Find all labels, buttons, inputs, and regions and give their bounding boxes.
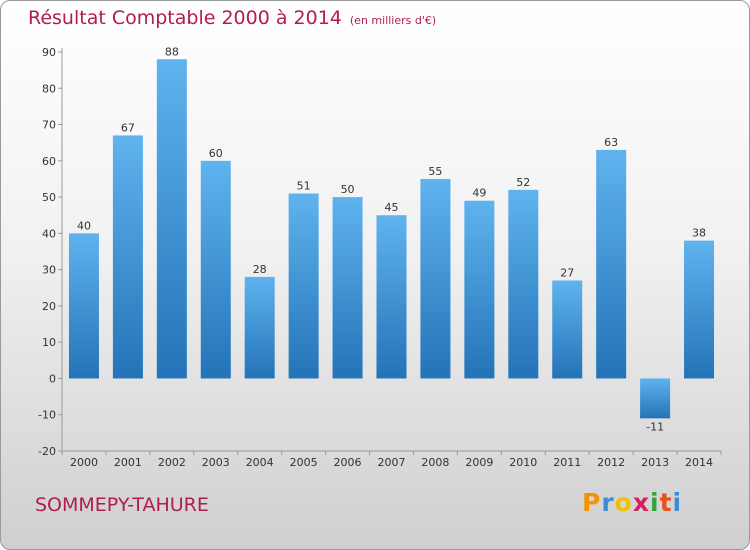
- chart-bars: [68, 59, 715, 419]
- y-tick-label: -10: [38, 409, 56, 422]
- data-label-2010: 52: [516, 176, 530, 189]
- chart-title-text: Résultat Comptable 2000 à 2014: [28, 7, 342, 29]
- bar-2005: [288, 193, 319, 379]
- bar-2008: [420, 178, 451, 379]
- bar-2003: [200, 160, 231, 379]
- data-label-2001: 67: [121, 121, 135, 134]
- x-tick-label-2005: 2005: [290, 456, 318, 469]
- logo-letter: r: [601, 488, 615, 517]
- x-tick-label-2014: 2014: [685, 456, 713, 469]
- chart-axes: -20 -10 0 10 20 30 40 50 60 70 80 90 2000 2001 2002 200…: [38, 46, 722, 469]
- bar-2009: [464, 200, 495, 379]
- data-label-2008: 55: [428, 165, 442, 178]
- x-tick-label-2001: 2001: [114, 456, 142, 469]
- bar-2014: [684, 240, 715, 379]
- x-tick-label-2008: 2008: [421, 456, 449, 469]
- y-tick-label: 30: [42, 264, 56, 277]
- y-tick-label: 90: [42, 46, 56, 59]
- chart-data-labels: 40 67 88 60 28 51 50 45 55 49 52 27 63 -11 38: [77, 45, 706, 433]
- y-tick-label: 20: [42, 300, 56, 313]
- y-tick-label: 50: [42, 191, 56, 204]
- bar-2010: [508, 189, 539, 379]
- bar-2013: [640, 378, 671, 419]
- y-tick-label: -20: [38, 445, 56, 458]
- y-tick-label: 40: [42, 227, 56, 240]
- logo-letter: x: [632, 488, 650, 517]
- proxiti-logo: Proxiti: [582, 488, 682, 517]
- bar-2011: [552, 280, 583, 379]
- data-label-2002: 88: [165, 45, 179, 58]
- x-tick-label-2009: 2009: [465, 456, 493, 469]
- logo-letter: i: [672, 488, 683, 517]
- x-tick-label-2011: 2011: [553, 456, 581, 469]
- y-tick-label: 60: [42, 155, 56, 168]
- bar-2001: [112, 135, 143, 379]
- x-tick-label-2002: 2002: [158, 456, 186, 469]
- bar-2012: [596, 149, 627, 379]
- y-tick-label: 10: [42, 336, 56, 349]
- data-label-2014: 38: [692, 227, 706, 240]
- x-tick-label-2006: 2006: [334, 456, 362, 469]
- x-tick-label-2012: 2012: [597, 456, 625, 469]
- data-label-2000: 40: [77, 219, 91, 232]
- logo-letter: t: [659, 488, 673, 517]
- data-label-2012: 63: [604, 136, 618, 149]
- data-label-2006: 50: [341, 183, 355, 196]
- chart-unit-label: (en milliers d'€): [349, 14, 437, 27]
- bar-2006: [332, 197, 363, 379]
- x-tick-label-2013: 2013: [641, 456, 669, 469]
- data-label-2005: 51: [297, 179, 311, 192]
- x-tick-label-2000: 2000: [70, 456, 98, 469]
- chart-title: Résultat Comptable 2000 à 2014 (en millie…: [28, 7, 436, 29]
- bar-2004: [244, 276, 275, 379]
- x-tick-label-2004: 2004: [246, 456, 274, 469]
- logo-letter: i: [650, 488, 660, 517]
- data-label-2011: 27: [560, 267, 574, 280]
- x-tick-label-2003: 2003: [202, 456, 230, 469]
- bar-2007: [376, 215, 407, 379]
- x-tick-label-2007: 2007: [378, 456, 406, 469]
- logo-letter: P: [582, 488, 602, 517]
- data-label-2004: 28: [253, 263, 267, 276]
- logo-letter: o: [614, 488, 633, 517]
- y-tick-label: 80: [42, 82, 56, 95]
- data-label-2007: 45: [385, 201, 399, 214]
- data-label-2013: -11: [646, 420, 664, 433]
- y-tick-label: 70: [42, 119, 56, 132]
- bar-2002: [156, 59, 187, 379]
- commune-name: SOMMEPY-TAHURE: [35, 494, 209, 516]
- y-tick-label: 0: [49, 372, 56, 385]
- data-label-2009: 49: [472, 187, 486, 200]
- data-label-2003: 60: [209, 147, 223, 160]
- x-tick-label-2010: 2010: [509, 456, 537, 469]
- bar-2000: [68, 233, 99, 379]
